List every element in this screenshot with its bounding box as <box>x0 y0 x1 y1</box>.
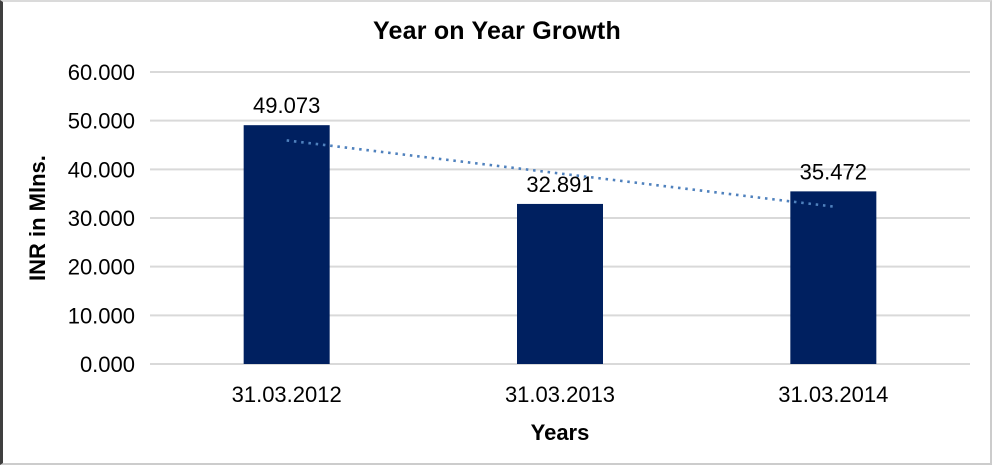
data-label: 49.073 <box>253 93 320 118</box>
x-tick-label: 31.03.2014 <box>778 382 888 407</box>
x-tick-label: 31.03.2012 <box>232 382 342 407</box>
y-tick-label: 40.000 <box>68 157 135 182</box>
data-label: 32.891 <box>526 172 593 197</box>
bar-31.03.2014 <box>790 191 877 364</box>
y-tick-label: 20.000 <box>68 255 135 280</box>
y-tick-label: 50.000 <box>68 109 135 134</box>
x-tick-label: 31.03.2013 <box>505 382 615 407</box>
y-tick-label: 60.000 <box>68 60 135 85</box>
y-tick-label: 10.000 <box>68 303 135 328</box>
y-tick-label: 0.000 <box>80 352 135 377</box>
chart-title: Year on Year Growth <box>373 17 621 45</box>
data-label: 35.472 <box>800 159 867 184</box>
bar-31.03.2013 <box>517 203 603 364</box>
y-tick-label: 30.000 <box>68 206 135 231</box>
x-axis-title: Years <box>530 420 590 445</box>
bar-31.03.2012 <box>243 125 330 364</box>
